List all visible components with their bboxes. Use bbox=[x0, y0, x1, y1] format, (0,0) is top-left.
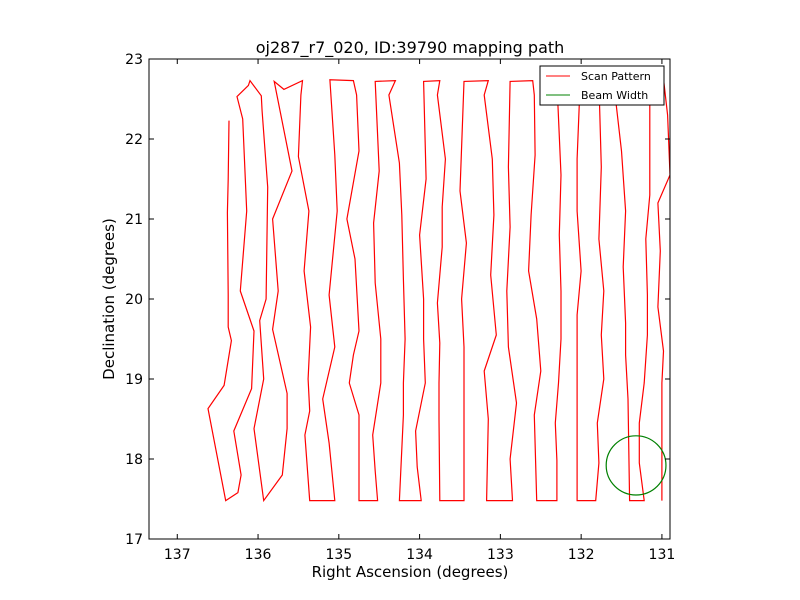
y-tick-label: 18 bbox=[125, 452, 143, 468]
plot-frame bbox=[148, 58, 671, 540]
x-tick-label: 132 bbox=[568, 547, 595, 563]
y-tick-label: 21 bbox=[125, 212, 143, 228]
x-tick-label: 131 bbox=[649, 547, 676, 563]
y-axis-ticks: 17 18 19 20 21 22 23 bbox=[125, 52, 670, 548]
y-axis-label: Declination (degrees) bbox=[100, 218, 118, 380]
chart-title: oj287_r7_020, ID:39790 mapping path bbox=[256, 38, 565, 58]
legend-box bbox=[539, 65, 665, 106]
legend: Scan Pattern Beam Width bbox=[539, 65, 665, 106]
y-tick-label: 22 bbox=[125, 132, 143, 148]
y-tick-label: 23 bbox=[125, 52, 143, 68]
x-axis-ticks: 137 136 135 134 133 132 131 bbox=[164, 59, 675, 563]
x-tick-label: 135 bbox=[325, 547, 352, 563]
x-tick-label: 136 bbox=[245, 547, 272, 563]
scan-pattern-line bbox=[207, 78, 670, 503]
y-tick-label: 20 bbox=[125, 292, 143, 308]
y-tick-label: 19 bbox=[125, 372, 143, 388]
plot-series-layer bbox=[207, 78, 670, 503]
x-tick-label: 134 bbox=[406, 547, 433, 563]
legend-label-beam-width: Beam Width bbox=[581, 89, 648, 102]
x-tick-label: 133 bbox=[487, 547, 514, 563]
beam-width-circle bbox=[605, 435, 667, 496]
x-tick-label: 137 bbox=[164, 547, 191, 563]
x-axis-label: Right Ascension (degrees) bbox=[312, 563, 509, 581]
y-tick-label: 17 bbox=[125, 532, 143, 548]
legend-label-scan-pattern: Scan Pattern bbox=[581, 70, 651, 83]
